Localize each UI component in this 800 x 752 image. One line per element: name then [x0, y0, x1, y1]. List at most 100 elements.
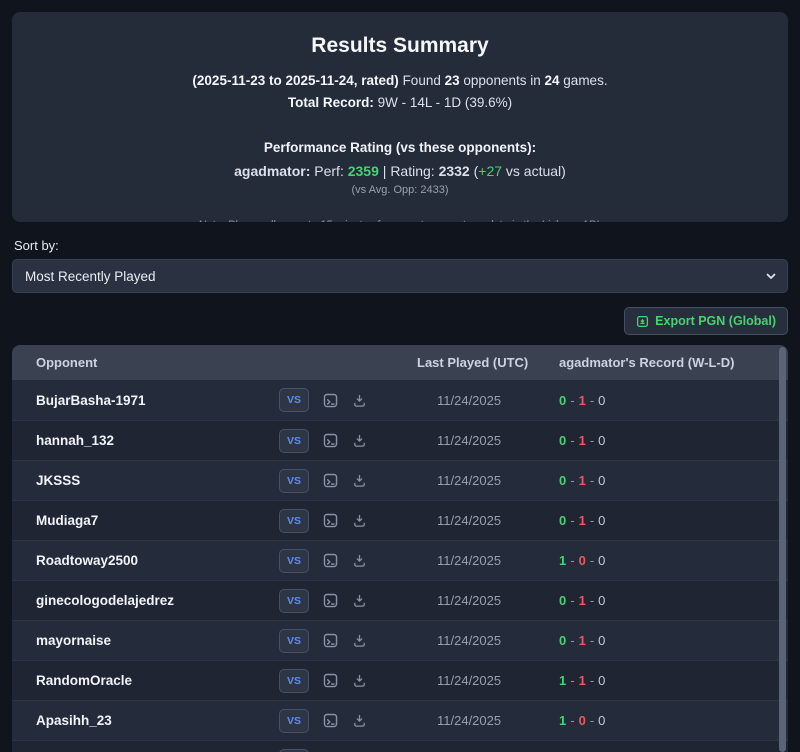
losses: 0: [579, 713, 586, 728]
board-terminal-icon[interactable]: [322, 712, 339, 729]
table-scrollbar[interactable]: [779, 347, 786, 752]
last-played-date: 11/24/2025: [417, 713, 559, 728]
board-terminal-icon[interactable]: [322, 592, 339, 609]
performance-rating-heading: Performance Rating (vs these opponents):: [32, 140, 768, 155]
total-record-value: 9W - 14L - 1D (39.6%): [378, 95, 513, 110]
page-title: Results Summary: [32, 34, 768, 58]
draws: 0: [598, 713, 605, 728]
export-pgn-global-button[interactable]: Export PGN (Global): [624, 307, 788, 335]
table-row: BujarBasha-1971 VS 11/24/2025 0-1-0: [12, 380, 788, 420]
sort-by-label: Sort by:: [14, 238, 786, 253]
performance-rating-line: agadmator: Perf: 2359 | Rating: 2332 (+2…: [32, 163, 768, 179]
row-actions: VS: [279, 669, 417, 693]
table-row: hannah_132 VS 11/24/2025 0-1-0: [12, 420, 788, 460]
last-played-date: 11/24/2025: [417, 553, 559, 568]
opponent-name: BujarBasha-1971: [36, 393, 279, 408]
board-terminal-icon[interactable]: [322, 432, 339, 449]
draws: 0: [598, 473, 605, 488]
draws: 0: [598, 553, 605, 568]
export-row: Export PGN (Global): [12, 307, 788, 335]
board-terminal-icon[interactable]: [322, 672, 339, 689]
player-name: agadmator:: [234, 163, 310, 179]
board-terminal-icon[interactable]: [322, 472, 339, 489]
vs-button[interactable]: VS: [279, 388, 309, 412]
losses: 1: [579, 593, 586, 608]
found-summary-line: (2025-11-23 to 2025-11-24, rated) Found …: [32, 73, 768, 88]
table-row: VS --: [12, 740, 788, 752]
opponent-name: hannah_132: [36, 433, 279, 448]
board-terminal-icon[interactable]: [322, 552, 339, 569]
vs-button[interactable]: VS: [279, 429, 309, 453]
download-icon[interactable]: [352, 673, 367, 688]
rating-value: 2332: [439, 163, 470, 179]
vs-button[interactable]: VS: [279, 709, 309, 733]
draws: 0: [598, 633, 605, 648]
record-cell: 0-1-0: [559, 513, 788, 528]
download-icon[interactable]: [352, 513, 367, 528]
losses: 0: [579, 553, 586, 568]
download-icon[interactable]: [352, 593, 367, 608]
row-actions: VS: [279, 469, 417, 493]
sort-select[interactable]: Most Recently Played: [12, 259, 788, 293]
results-summary-card: Results Summary (2025-11-23 to 2025-11-2…: [12, 12, 788, 222]
sort-select-wrap: Most Recently Played: [12, 259, 788, 293]
api-delay-note: Note: Please allow up to 15 minutes for …: [32, 219, 768, 222]
row-actions: VS: [279, 388, 417, 412]
vs-button[interactable]: VS: [279, 589, 309, 613]
last-played-date: 11/24/2025: [417, 473, 559, 488]
header-record: agadmator's Record (W-L-D): [559, 355, 788, 370]
last-played-date: 11/24/2025: [417, 513, 559, 528]
row-actions: VS: [279, 749, 417, 752]
vs-button[interactable]: VS: [279, 629, 309, 653]
board-terminal-icon[interactable]: [322, 392, 339, 409]
opponent-name: Apasihh_23: [36, 713, 279, 728]
losses: 1: [579, 633, 586, 648]
draws: 0: [598, 433, 605, 448]
vs-button[interactable]: VS: [279, 749, 309, 752]
header-last-played: Last Played (UTC): [417, 355, 559, 370]
table-row: Mudiaga7 VS 11/24/2025 0-1-0: [12, 500, 788, 540]
performance-rating-block: Performance Rating (vs these opponents):…: [32, 140, 768, 196]
download-icon[interactable]: [352, 393, 367, 408]
table-row: ginecologodelajedrez VS 11/24/2025 0-1-0: [12, 580, 788, 620]
losses: 1: [579, 673, 586, 688]
table-row: Roadtoway2500 VS 11/24/2025 1-0-0: [12, 540, 788, 580]
row-actions: VS: [279, 509, 417, 533]
export-pgn-label: Export PGN (Global): [655, 314, 776, 328]
download-icon[interactable]: [352, 553, 367, 568]
draws: 0: [598, 393, 605, 408]
record-cell: 0-1-0: [559, 433, 788, 448]
download-icon[interactable]: [352, 633, 367, 648]
vs-button[interactable]: VS: [279, 669, 309, 693]
record-cell: 0-1-0: [559, 593, 788, 608]
total-record-line: Total Record: 9W - 14L - 1D (39.6%): [32, 95, 768, 110]
last-played-date: 11/24/2025: [417, 393, 559, 408]
total-record-label: Total Record:: [288, 95, 374, 110]
perf-value: 2359: [348, 163, 379, 179]
board-terminal-icon[interactable]: [322, 632, 339, 649]
download-icon[interactable]: [352, 473, 367, 488]
opponent-name: Mudiaga7: [36, 513, 279, 528]
games-count: 24: [545, 73, 560, 88]
record-cell: 1-0-0: [559, 553, 788, 568]
board-terminal-icon[interactable]: [322, 512, 339, 529]
record-cell: 0-1-0: [559, 393, 788, 408]
last-played-date: 11/24/2025: [417, 593, 559, 608]
download-icon[interactable]: [352, 713, 367, 728]
opponents-table: Opponent Last Played (UTC) agadmator's R…: [12, 345, 788, 752]
vs-button[interactable]: VS: [279, 509, 309, 533]
vs-button[interactable]: VS: [279, 469, 309, 493]
record-cell: 0-1-0: [559, 473, 788, 488]
table-row: mayornaise VS 11/24/2025 0-1-0: [12, 620, 788, 660]
header-opponent: Opponent: [36, 355, 279, 370]
losses: 1: [579, 433, 586, 448]
avg-opponent-rating: (vs Avg. Opp: 2433): [32, 184, 768, 196]
last-played-date: 11/24/2025: [417, 673, 559, 688]
date-range: (2025-11-23 to 2025-11-24, rated): [192, 73, 398, 88]
download-icon[interactable]: [352, 433, 367, 448]
export-pgn-icon: [636, 315, 649, 328]
vs-button[interactable]: VS: [279, 549, 309, 573]
row-actions: VS: [279, 429, 417, 453]
table-row: RandomOracle VS 11/24/2025 1-1-0: [12, 660, 788, 700]
